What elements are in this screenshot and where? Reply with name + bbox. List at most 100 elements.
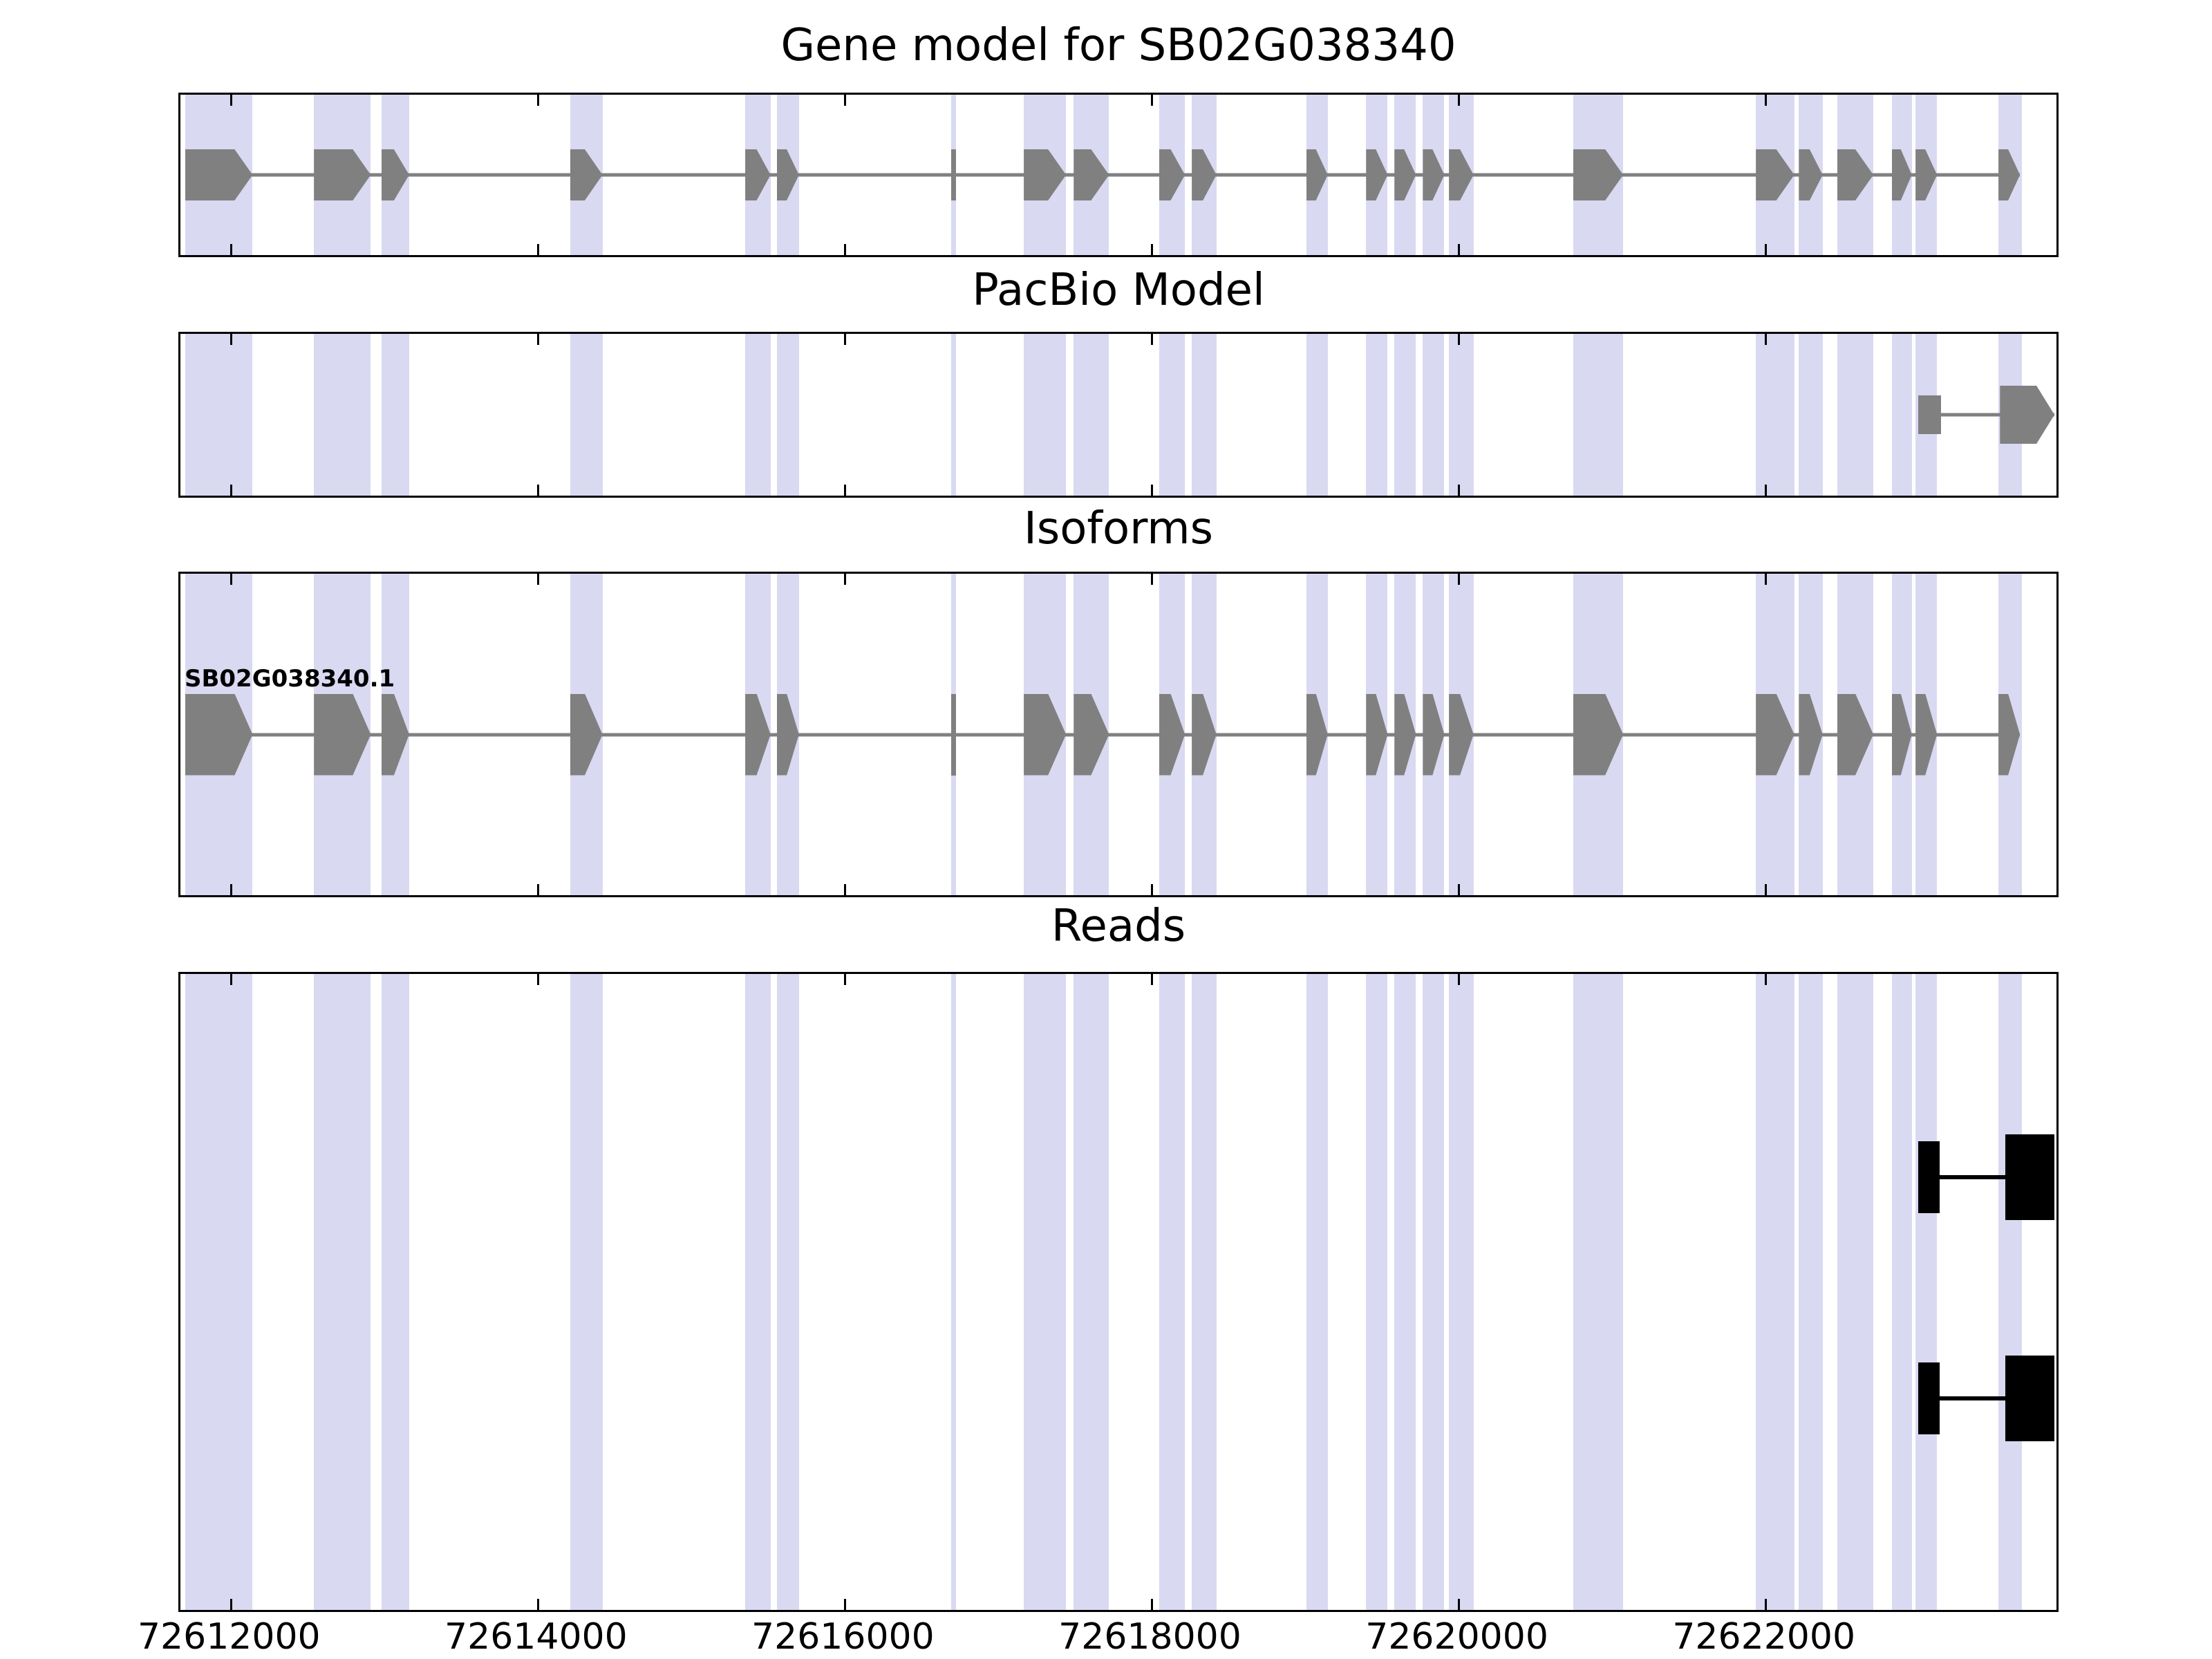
- x-tick-label: 72618000: [1058, 1616, 1241, 1658]
- axis-tick: [536, 485, 539, 496]
- read-gap-line: [1939, 1175, 2006, 1179]
- axis-tick: [1458, 974, 1461, 985]
- axis-tick: [1458, 1599, 1461, 1610]
- axis-tick: [843, 334, 846, 345]
- exon-highlight-band: [1837, 974, 1874, 1610]
- intron-line: [1918, 413, 2055, 417]
- exon-highlight-band: [1192, 974, 1217, 1610]
- exon-highlight-band: [1159, 974, 1185, 1610]
- exon-highlight-band: [950, 974, 957, 1610]
- exon-highlight-band: [185, 974, 253, 1610]
- exon-highlight-band: [381, 974, 409, 1610]
- exon-highlight-band: [314, 334, 371, 496]
- exon-highlight-band: [1837, 334, 1874, 496]
- axis-tick: [1151, 95, 1153, 106]
- axis-tick: [1151, 884, 1153, 895]
- track-title-gene-model: Gene model for SB02G038340: [780, 20, 1456, 71]
- axis-tick: [536, 95, 539, 106]
- axis-tick: [1151, 485, 1153, 496]
- exon-highlight-band: [1573, 974, 1624, 1610]
- exon-highlight-band: [1756, 334, 1794, 496]
- x-tick-label: 72620000: [1365, 1616, 1548, 1658]
- axis-tick: [843, 884, 846, 895]
- axis-tick: [229, 884, 232, 895]
- track-pacbio: [178, 332, 2059, 498]
- exon-highlight-band: [1192, 334, 1217, 496]
- track-reads: [178, 972, 2059, 1612]
- exon-highlight-band: [776, 974, 799, 1610]
- track-title-isoforms: Isoforms: [1024, 503, 1213, 554]
- exon-highlight-band: [570, 334, 603, 496]
- axis-tick: [843, 244, 846, 255]
- axis-tick: [536, 1599, 539, 1610]
- axis-tick: [536, 244, 539, 255]
- exon-highlight-band: [1159, 334, 1185, 496]
- exon-highlight-band: [1756, 974, 1794, 1610]
- track-gene-model: [178, 93, 2059, 257]
- axis-tick: [1765, 244, 1768, 255]
- axis-tick: [536, 574, 539, 585]
- axis-tick: [843, 95, 846, 106]
- track-title-pacbio: PacBio Model: [972, 265, 1265, 316]
- exon-highlight-band: [1998, 974, 2023, 1610]
- isoform-label: SB02G038340.1: [185, 665, 395, 693]
- axis-tick: [1151, 574, 1153, 585]
- exon-highlight-band: [1366, 334, 1388, 496]
- exon-highlight-band: [1915, 974, 1938, 1610]
- x-tick-label: 72622000: [1672, 1616, 1856, 1658]
- axis-tick: [229, 244, 232, 255]
- axis-tick: [1458, 485, 1461, 496]
- axis-tick: [1458, 884, 1461, 895]
- track-isoforms: SB02G038340.1: [178, 572, 2059, 897]
- x-tick-label: 72616000: [751, 1616, 935, 1658]
- axis-tick: [1151, 974, 1153, 985]
- axis-tick: [536, 884, 539, 895]
- exon-highlight-band: [950, 334, 957, 496]
- axis-tick: [1151, 1599, 1153, 1610]
- exon-highlight-band: [1449, 334, 1474, 496]
- axis-tick: [229, 1599, 232, 1610]
- axis-tick: [229, 334, 232, 345]
- x-axis-tick-labels: 72612000 72614000 72616000 72618000 72620000…: [0, 1616, 2212, 1659]
- exon-highlight-band: [1394, 974, 1416, 1610]
- axis-tick: [229, 974, 232, 985]
- exon-block: [1918, 395, 1941, 434]
- exon-highlight-band: [1306, 334, 1328, 496]
- exon-highlight-band: [1891, 334, 1912, 496]
- exon-arrow: [2000, 386, 2054, 444]
- read-block: [1918, 1141, 1940, 1213]
- axis-tick: [1151, 244, 1153, 255]
- exon-highlight-band: [1423, 974, 1445, 1610]
- exon-highlight-band: [745, 334, 771, 496]
- axis-tick: [1765, 334, 1768, 345]
- exon-highlight-band: [1366, 974, 1388, 1610]
- read-gap-line: [1939, 1396, 2006, 1400]
- x-tick-label: 72612000: [137, 1616, 321, 1658]
- axis-tick: [1458, 574, 1461, 585]
- exon-highlight-band: [745, 974, 771, 1610]
- axis-tick: [1458, 334, 1461, 345]
- exon-highlight-band: [570, 974, 603, 1610]
- exon-highlight-band: [1394, 334, 1416, 496]
- axis-tick: [1765, 884, 1768, 895]
- axis-tick: [1765, 574, 1768, 585]
- exon-highlight-band: [1449, 974, 1474, 1610]
- exon-highlight-band: [1573, 334, 1624, 496]
- track-title-reads: Reads: [1051, 901, 1186, 952]
- x-tick-label: 72614000: [444, 1616, 628, 1658]
- axis-tick: [229, 574, 232, 585]
- read-block: [2005, 1356, 2055, 1441]
- axis-tick: [1151, 334, 1153, 345]
- exon-highlight-band: [1306, 974, 1328, 1610]
- exon-highlight-band: [1423, 334, 1445, 496]
- exon-highlight-band: [185, 334, 253, 496]
- exon-highlight-band: [1799, 974, 1823, 1610]
- read-block: [2005, 1134, 2055, 1220]
- exon-highlight-band: [381, 334, 409, 496]
- axis-tick: [536, 974, 539, 985]
- exon-highlight-band: [1024, 334, 1067, 496]
- axis-tick: [843, 1599, 846, 1610]
- axis-tick: [1765, 1599, 1768, 1610]
- exon-highlight-band: [1891, 974, 1912, 1610]
